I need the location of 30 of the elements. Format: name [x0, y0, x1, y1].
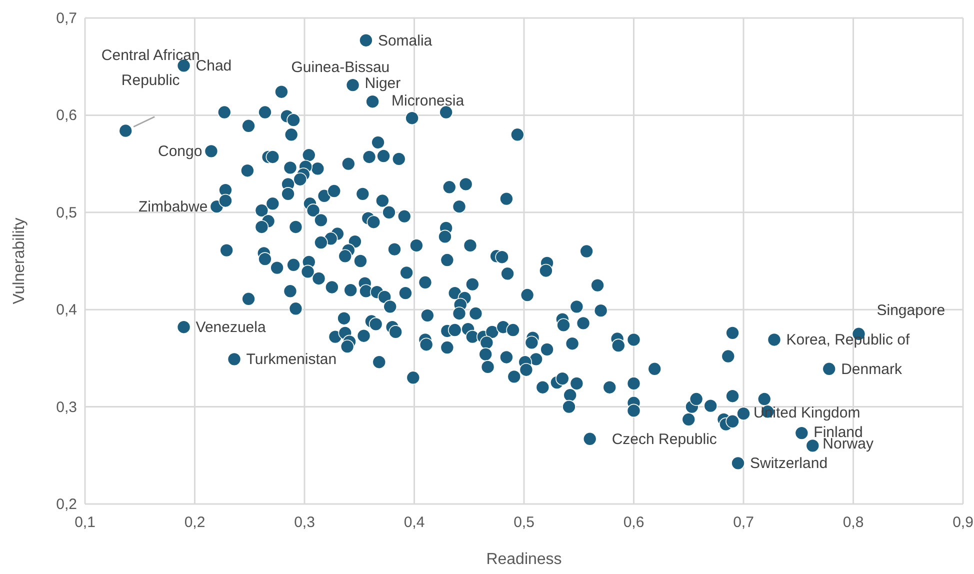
annotation: Czech Republic — [612, 430, 718, 448]
annotation: Turkmenistan — [246, 351, 337, 368]
x-axis-title: Readiness — [486, 551, 562, 568]
annotation: Niger — [364, 75, 401, 92]
x-tick-label: 0,7 — [733, 514, 754, 531]
x-tick-label: 0,1 — [74, 514, 96, 531]
y-tick-label: 0,5 — [56, 204, 77, 222]
annotation: Venezuela — [196, 319, 266, 336]
annotation: Korea, Republic of — [786, 332, 910, 349]
annotation: Guinea-Bissau — [291, 58, 390, 76]
x-tick-label: 0,8 — [842, 514, 864, 531]
x-tick-label: 0,4 — [404, 514, 425, 531]
x-tick-label: 0,9 — [952, 514, 974, 531]
x-tick-label: 0,5 — [514, 514, 534, 531]
y-tick-label: 0,2 — [56, 496, 77, 513]
y-tick-label: 0,6 — [56, 107, 77, 124]
y-axis-title: Vulnerability — [11, 218, 28, 304]
annotation: Denmark — [841, 360, 902, 378]
y-tick-label: 0,7 — [56, 10, 77, 27]
annotation: Singapore — [876, 302, 946, 319]
annotation: Micronesia — [392, 92, 465, 110]
annotation: Switzerland — [750, 455, 828, 472]
y-tick-label: 0,4 — [56, 302, 77, 319]
x-tick-label: 0,6 — [623, 514, 644, 531]
y-tick-label: 0,3 — [56, 398, 77, 416]
annotation: Somalia — [378, 32, 433, 50]
annotation: Congo — [158, 143, 202, 160]
x-tick-label: 0,3 — [294, 514, 315, 531]
x-tick-label: 0,2 — [184, 514, 206, 531]
annotation: Zimbabwe — [138, 198, 208, 216]
